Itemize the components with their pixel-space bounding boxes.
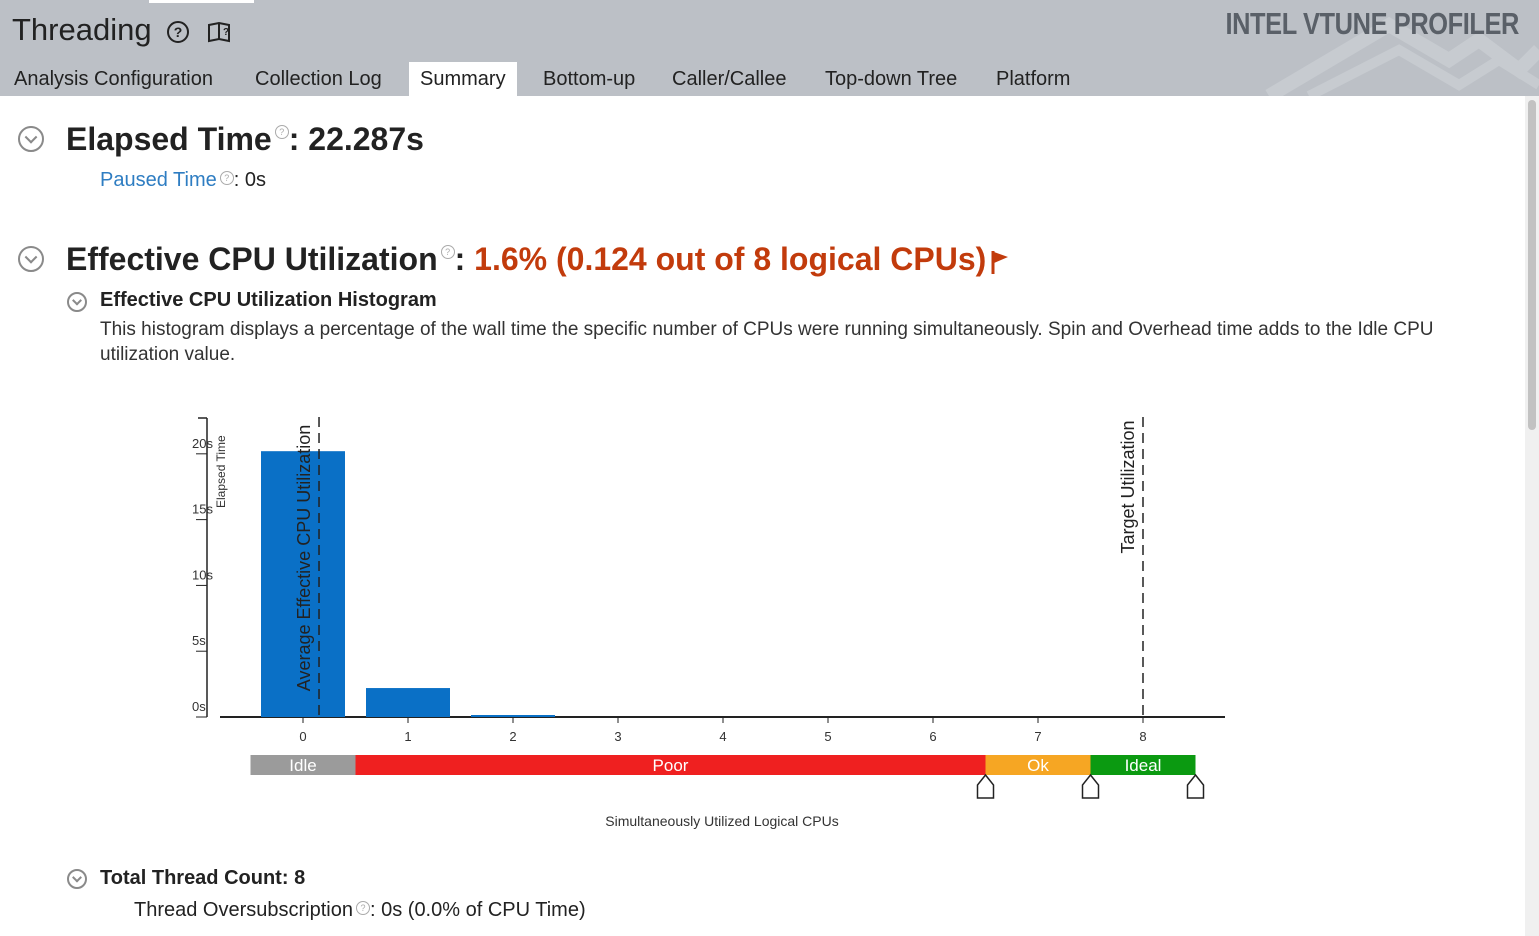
- flag-icon[interactable]: [990, 249, 1010, 275]
- cpu-utilization-heading: Effective CPU Utilization?: 1.6% (0.124 …: [66, 241, 1010, 278]
- tab-caller-callee[interactable]: Caller/Callee: [672, 68, 787, 90]
- x-tick-label: 6: [929, 729, 936, 744]
- brand-watermark: [1265, 16, 1539, 96]
- x-tick-label: 1: [404, 729, 411, 744]
- marker-label: Average Effective CPU Utilization: [294, 425, 314, 691]
- x-tick-label: 3: [614, 729, 621, 744]
- tab-platform[interactable]: Platform: [996, 68, 1071, 90]
- help-circle-icon[interactable]: ?: [167, 21, 189, 43]
- histogram-description: This histogram displays a percentage of …: [100, 319, 1434, 365]
- collapse-threads-icon[interactable]: [67, 869, 87, 889]
- cpu-histogram-chart: 0s 5s 10s 15s 20s Elapsed Time 0 1 2 3 4 5 6 7 8 Averag…: [192, 417, 1225, 829]
- y-tick-label: 20s: [192, 436, 213, 451]
- marker-label: Target Utilization: [1118, 420, 1138, 553]
- help-icon[interactable]: ?: [219, 171, 234, 185]
- svg-text:?: ?: [223, 27, 229, 38]
- tab-top-down-tree[interactable]: Top-down Tree: [825, 68, 958, 90]
- y-axis-title: Elapsed Time: [214, 435, 228, 508]
- header-bar: Threading ? ? INTEL VTUNE PROFILER Analy…: [0, 0, 1539, 96]
- collapse-cpu-icon[interactable]: [18, 246, 44, 272]
- histogram-bar: [366, 688, 450, 717]
- thread-oversubscription-value: : 0s (0.0% of CPU Time): [369, 899, 586, 921]
- x-axis-title: Simultaneously Utilized Logical CPUs: [605, 813, 838, 829]
- cpu-utilization-sep: :: [454, 241, 475, 277]
- y-tick-label: 10s: [192, 567, 213, 582]
- elapsed-time-value: : 22.287s: [288, 121, 424, 157]
- book-icon[interactable]: ?: [207, 20, 233, 44]
- zone-band: [985, 755, 1091, 775]
- x-tick-label: 5: [824, 729, 831, 744]
- zone-band: [355, 755, 986, 775]
- zone-band: [1090, 755, 1196, 775]
- zone-band: [250, 755, 356, 775]
- collapse-histogram-icon[interactable]: [67, 292, 87, 312]
- paused-time-link[interactable]: Paused Time: [100, 169, 217, 191]
- help-icon[interactable]: ?: [440, 245, 455, 259]
- tab-collection-log[interactable]: Collection Log: [255, 68, 382, 90]
- brand-logo: INTEL VTUNE PROFILER: [1225, 6, 1519, 41]
- x-tick-label: 2: [509, 729, 516, 744]
- tab-bottom-up[interactable]: Bottom-up: [543, 68, 636, 90]
- y-tick-label: 15s: [192, 502, 213, 517]
- paused-time-row: Paused Time?: 0s: [100, 169, 266, 192]
- x-tick-label: 7: [1034, 729, 1041, 744]
- paused-time-value: : 0s: [233, 169, 266, 191]
- thread-oversubscription-row: Thread Oversubscription?: 0s (0.0% of CP…: [134, 899, 586, 922]
- histogram-title: Effective CPU Utilization Histogram: [100, 289, 437, 311]
- threshold-handle[interactable]: [976, 773, 995, 799]
- elapsed-time-label: Elapsed Time: [66, 121, 272, 157]
- zone-label: Ideal: [1125, 756, 1162, 775]
- thread-count-label: Total Thread Count:: [100, 867, 289, 889]
- help-icon[interactable]: ?: [274, 125, 289, 139]
- collapse-elapsed-icon[interactable]: [18, 126, 44, 152]
- header-strip: [149, 0, 254, 3]
- zone-label: Poor: [653, 756, 689, 775]
- cpu-utilization-label: Effective CPU Utilization: [66, 241, 438, 277]
- cpu-utilization-value: 1.6% (0.124 out of 8 logical CPUs): [474, 241, 987, 277]
- zone-label: Idle: [289, 756, 316, 775]
- tab-summary[interactable]: Summary: [409, 62, 517, 96]
- y-tick-label: 0s: [192, 699, 206, 714]
- vertical-scrollbar[interactable]: [1525, 96, 1539, 936]
- x-tick-label: 8: [1139, 729, 1146, 744]
- y-tick-label: 5s: [192, 633, 206, 648]
- x-tick-label: 4: [719, 729, 726, 744]
- thread-count-heading: Total Thread Count: 8: [100, 867, 305, 890]
- threshold-handle[interactable]: [1186, 773, 1205, 799]
- tab-analysis-configuration[interactable]: Analysis Configuration: [14, 68, 213, 90]
- scrollbar-thumb[interactable]: [1528, 100, 1536, 430]
- help-icon[interactable]: ?: [355, 901, 370, 915]
- histogram-bar: [471, 715, 555, 717]
- histogram-bar: [261, 451, 345, 717]
- threshold-handle[interactable]: [1081, 773, 1100, 799]
- x-tick-label: 0: [299, 729, 306, 744]
- thread-count-value: 8: [294, 867, 306, 889]
- zone-label: Ok: [1027, 756, 1049, 775]
- elapsed-time-heading: Elapsed Time?: 22.287s: [66, 121, 424, 158]
- thread-oversubscription-label: Thread Oversubscription: [134, 899, 353, 921]
- analysis-title: Threading: [12, 12, 152, 47]
